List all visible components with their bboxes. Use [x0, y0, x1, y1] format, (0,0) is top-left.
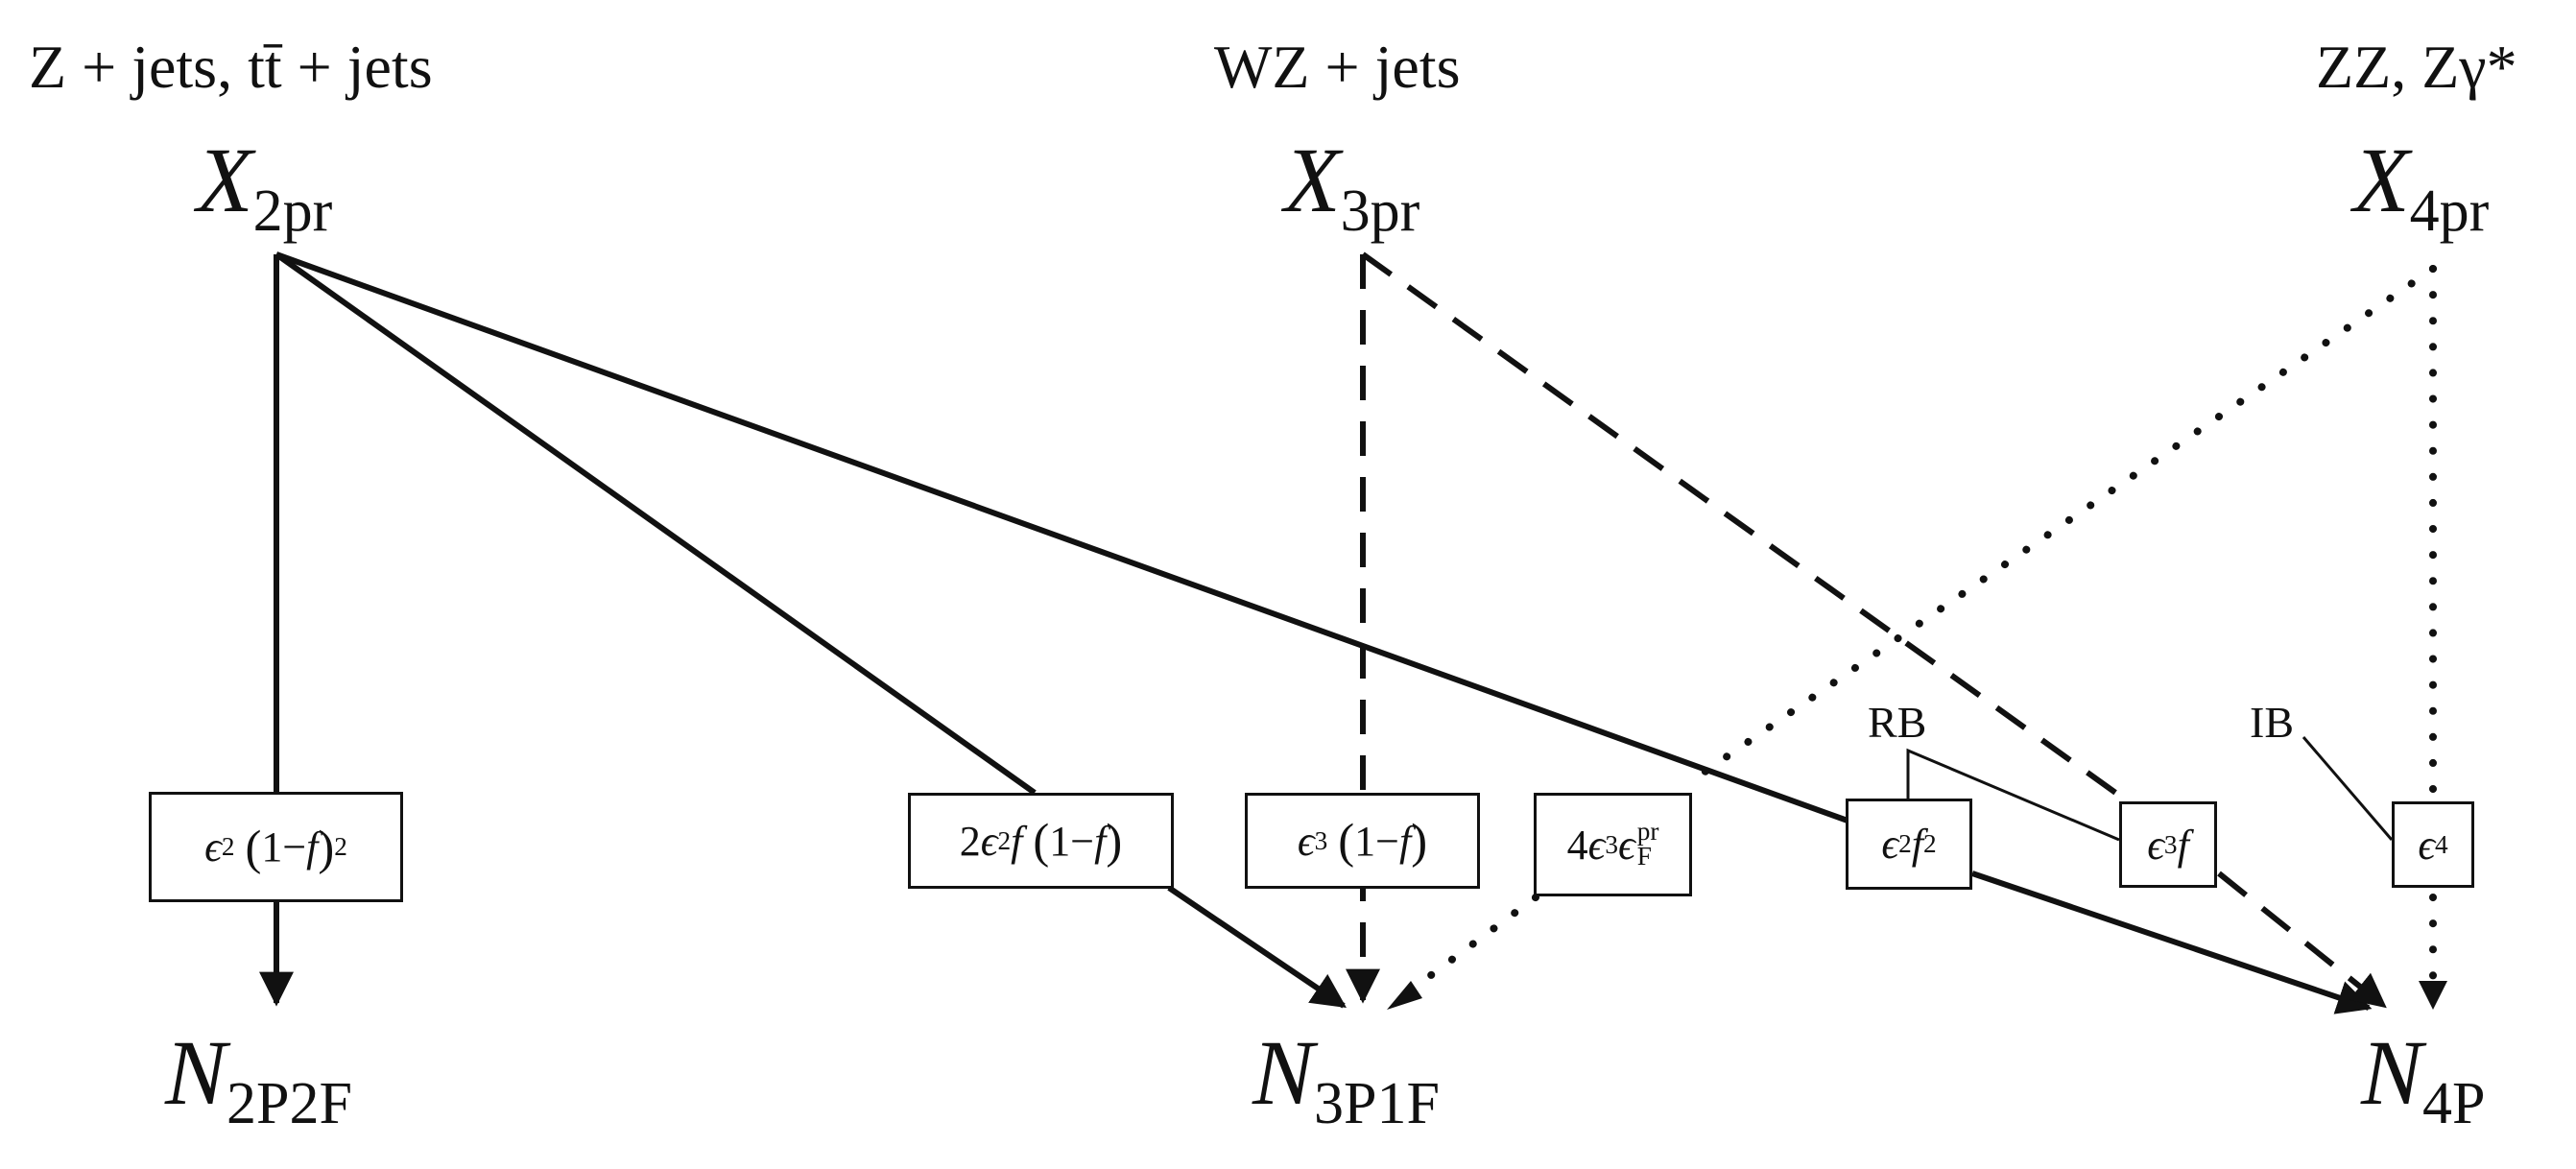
- edge-x3-n4: [1361, 251, 2123, 799]
- target-n4p-subscript: 4P: [2422, 1070, 2486, 1136]
- w2-f2: f: [1094, 817, 1107, 865]
- source-x2pr: X2pr: [197, 134, 332, 241]
- weight-box-4: 4 ϵ 3 ϵ pr F: [1534, 793, 1692, 896]
- w4-exp: 3: [1605, 829, 1618, 859]
- w2-coef: 2: [959, 817, 981, 865]
- w2-minus: −: [1070, 817, 1095, 865]
- rb-leader: [1906, 748, 2120, 842]
- rb-label: RB: [1868, 698, 1927, 747]
- w1-minus: −: [282, 823, 307, 871]
- w1-lparen: (: [245, 820, 262, 874]
- w3-f: f: [1398, 817, 1412, 865]
- w4-epsilon: ϵ: [1587, 821, 1606, 869]
- target-n2p2f-symbol: N: [165, 1021, 227, 1124]
- ib-label: IB: [2250, 698, 2294, 747]
- process-label-4: ZZ, Zγ*: [2316, 33, 2517, 101]
- source-x2pr-symbol: X: [197, 129, 253, 231]
- edge-x2-n3-arrow: [1167, 885, 1347, 1009]
- w1-rparen: ): [318, 820, 335, 874]
- w4-coef: 4: [1566, 821, 1588, 869]
- w5-f: f: [1911, 821, 1923, 868]
- source-x3pr-subscript: 3pr: [1340, 178, 1420, 244]
- process-label-3: WZ + jets: [1214, 33, 1461, 101]
- w2-epsilon: ϵ: [980, 817, 998, 865]
- w7-exp: 4: [2435, 829, 2448, 859]
- process-label-2: Z + jets, tt̄ + jets: [29, 33, 433, 101]
- target-n2p2f: N2P2F: [165, 1027, 352, 1133]
- source-x3pr: X3pr: [1284, 134, 1419, 241]
- w1-one: 1: [261, 823, 283, 871]
- source-x3pr-symbol: X: [1284, 129, 1341, 231]
- w4-epsilon2: ϵ: [1617, 821, 1635, 869]
- source-x4pr-symbol: X: [2353, 129, 2410, 231]
- w2-rparen: ): [1106, 814, 1123, 868]
- w2-lparen: (: [1033, 814, 1050, 868]
- w3-lparen: (: [1338, 814, 1355, 868]
- target-n3p1f-symbol: N: [1252, 1021, 1315, 1124]
- target-n3p1f: N3P1F: [1252, 1027, 1440, 1133]
- w7-epsilon: ϵ: [2418, 821, 2436, 869]
- edge-x4-n3-arrowhead: [1387, 981, 1422, 1010]
- w6-exp: 3: [2163, 829, 2178, 859]
- edge-x2-n4-arrow: [1971, 871, 2373, 1014]
- edge-x2-n4: [274, 251, 1849, 823]
- w3-minus: −: [1375, 817, 1399, 865]
- edge-x2-n3: [274, 251, 1037, 796]
- w1-exp: 2: [221, 832, 235, 861]
- target-n4p-symbol: N: [2361, 1021, 2423, 1124]
- source-x4pr-subscript: 4pr: [2409, 178, 2490, 244]
- target-n2p2f-subscript: 2P2F: [227, 1070, 352, 1136]
- source-x2pr-subscript: 2pr: [252, 178, 333, 244]
- w2-one: 1: [1049, 817, 1071, 865]
- w4-scripts: pr F: [1636, 817, 1659, 871]
- w2-exp: 2: [997, 825, 1012, 855]
- w4-sub: F: [1636, 842, 1652, 871]
- w3-exp: 3: [1314, 825, 1328, 855]
- source-x4pr: X4pr: [2353, 134, 2489, 241]
- w3-one: 1: [1354, 817, 1376, 865]
- edge-x4-n3: [1700, 265, 2437, 776]
- target-n4p: N4P: [2361, 1027, 2486, 1133]
- target-n3p1f-subscript: 3P1F: [1314, 1070, 1440, 1136]
- w1-f: f: [306, 823, 319, 871]
- w4-sup: pr: [1636, 817, 1659, 847]
- w6-epsilon: ϵ: [2147, 821, 2164, 869]
- w3-epsilon: ϵ: [1297, 817, 1315, 865]
- edge-x4-n4-arrowhead: [2419, 981, 2447, 1010]
- edge-x3-n4-arrow: [2217, 871, 2387, 1009]
- w5-epsilon: ϵ: [1881, 821, 1899, 868]
- w2-f: f: [1011, 817, 1023, 865]
- w1-exp2: 2: [334, 832, 347, 861]
- ib-leader: [2302, 736, 2394, 841]
- w5-exp: 2: [1898, 829, 1912, 858]
- w1-epsilon: ϵ: [204, 823, 222, 871]
- w5-exp2: 2: [1922, 829, 1937, 858]
- w3-rparen: ): [1411, 814, 1428, 868]
- w6-f: f: [2177, 821, 2189, 869]
